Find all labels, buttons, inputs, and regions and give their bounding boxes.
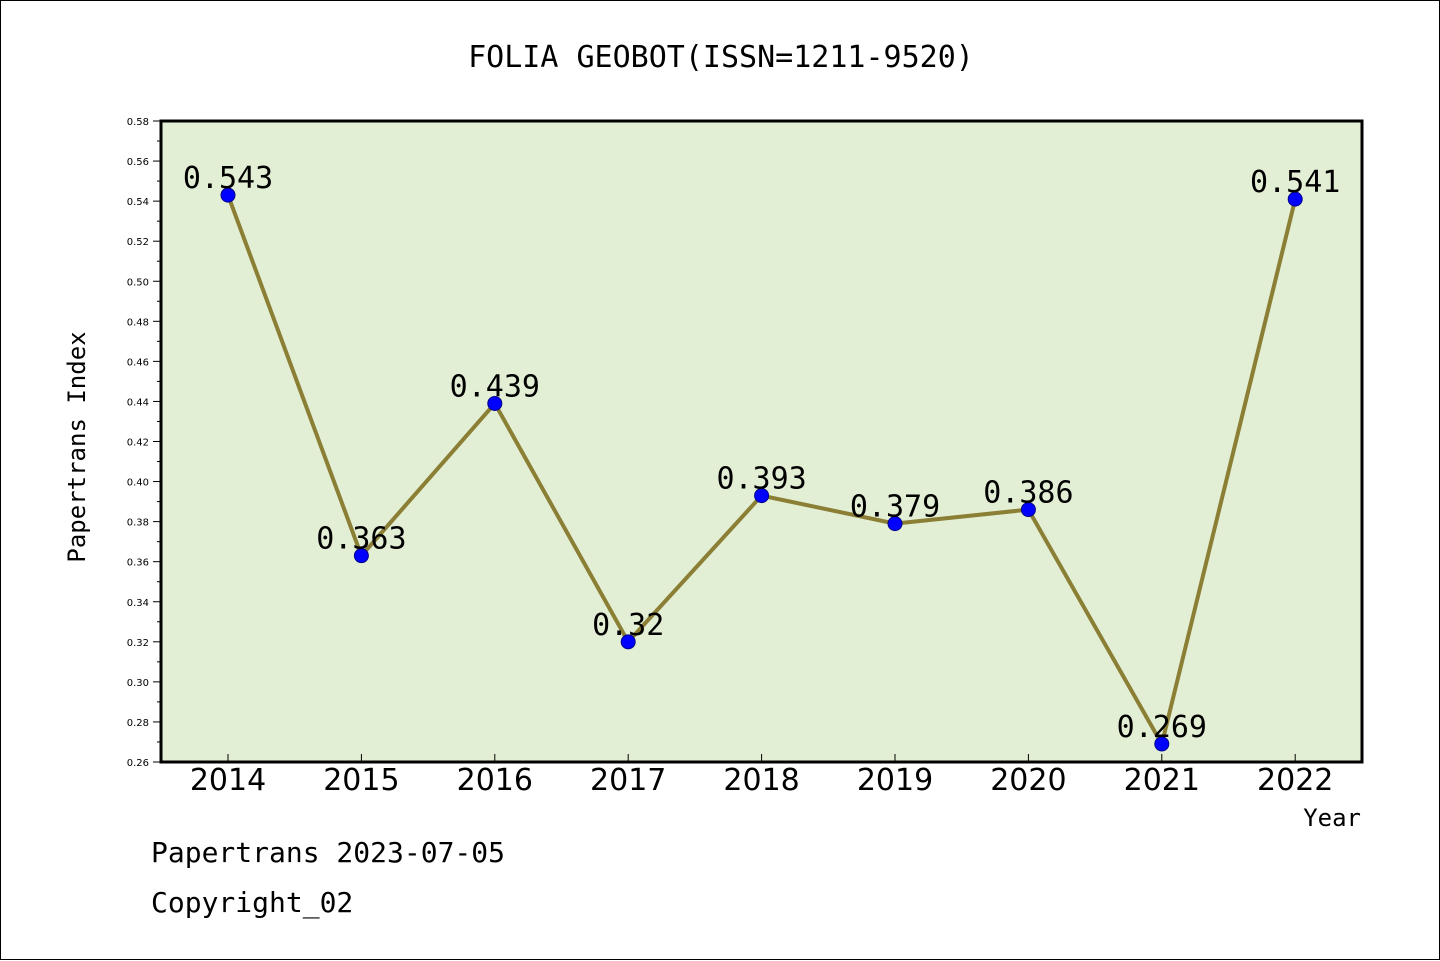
y-tick-label: 0.36 xyxy=(127,558,149,569)
y-tick-label: 0.26 xyxy=(127,758,149,769)
data-point xyxy=(620,634,636,650)
footer-copyright: Copyright_02 xyxy=(151,886,354,919)
chart-title: FOLIA GEOBOT(ISSN=1211-9520) xyxy=(468,40,974,75)
x-tick-label: 2021 xyxy=(1124,763,1200,798)
y-tick-label: 0.54 xyxy=(127,197,149,208)
y-tick-label: 0.30 xyxy=(127,678,149,689)
y-tick-label: 0.46 xyxy=(127,357,149,368)
y-tick-label: 0.32 xyxy=(127,638,149,649)
y-tick-label: 0.52 xyxy=(127,237,149,248)
data-label: 0.439 xyxy=(450,369,540,404)
data-label: 0.541 xyxy=(1250,165,1340,200)
data-label: 0.379 xyxy=(850,490,940,525)
y-tick-label: 0.34 xyxy=(127,598,149,609)
data-point xyxy=(887,516,903,532)
y-tick-label: 0.38 xyxy=(127,518,149,529)
y-tick-label: 0.50 xyxy=(127,277,149,288)
y-tick-label: 0.28 xyxy=(127,718,149,729)
series-layer xyxy=(220,187,1303,752)
x-axis-label: Year xyxy=(1303,804,1361,832)
data-point xyxy=(1154,736,1170,752)
data-label: 0.363 xyxy=(316,522,406,557)
y-axis: 0.26 0.28 0.30 0.32 0.34 0.36 0.38 0.40 0.42 0.44… xyxy=(127,117,161,769)
x-tick-label: 2014 xyxy=(190,763,266,798)
data-label-layer: 0.543 0.363 0.439 0.32 0.393 0.379 0.386 0.269 0… xyxy=(183,161,1341,745)
x-tick-label: 2018 xyxy=(723,763,799,798)
data-point xyxy=(754,488,770,504)
y-axis-label: Papertrans Index xyxy=(63,331,91,562)
y-tick-label: 0.56 xyxy=(127,157,149,168)
data-label: 0.393 xyxy=(716,462,806,497)
y-tick-label: 0.44 xyxy=(127,397,149,408)
y-tick-label: 0.42 xyxy=(127,438,149,449)
y-tick-label: 0.40 xyxy=(127,478,149,489)
footer-date: Papertrans 2023-07-05 xyxy=(151,836,506,869)
x-tick-label: 2020 xyxy=(990,763,1066,798)
x-tick-label: 2022 xyxy=(1257,763,1333,798)
x-tick-label: 2015 xyxy=(323,763,399,798)
data-point xyxy=(220,187,236,203)
x-tick-label: 2019 xyxy=(857,763,933,798)
data-label: 0.269 xyxy=(1117,710,1207,745)
data-point xyxy=(353,548,369,564)
data-label: 0.386 xyxy=(983,476,1073,511)
plot-area xyxy=(159,119,1364,764)
data-point xyxy=(487,395,503,411)
data-point xyxy=(1020,502,1036,518)
y-tick-label: 0.48 xyxy=(127,317,149,328)
data-label: 0.543 xyxy=(183,161,273,196)
data-label: 0.32 xyxy=(592,608,664,643)
x-tick-label: 2017 xyxy=(590,763,666,798)
x-axis: 2014 2015 2016 2017 2018 2019 2020 2021 2022 xyxy=(190,754,1333,798)
data-point xyxy=(1287,191,1303,207)
x-tick-label: 2016 xyxy=(457,763,533,798)
y-tick-label: 0.58 xyxy=(127,117,149,128)
